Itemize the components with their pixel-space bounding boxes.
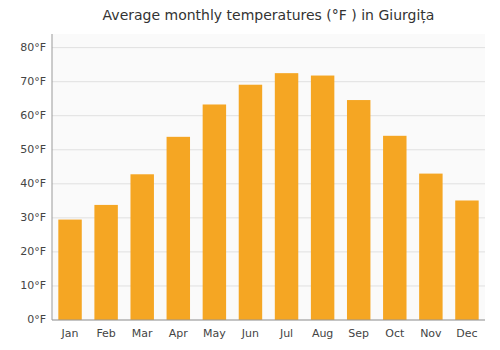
y-tick-label: 60°F (20, 109, 46, 122)
bar (311, 76, 334, 320)
bar (239, 85, 262, 320)
x-tick-label: Jun (241, 327, 259, 340)
grid-line (52, 47, 485, 48)
plot-background (52, 34, 485, 320)
bar (167, 137, 190, 320)
chart-container: 0°F 10°F 20°F 30°F 40°F 50°F 60°F 70°F 80°F Jan Fe… (0, 0, 500, 350)
bar (94, 205, 117, 320)
x-tick-label: Nov (420, 327, 442, 340)
x-tick-label: Aug (312, 327, 333, 340)
chart: 0°F 10°F 20°F 30°F 40°F 50°F 60°F 70°F 80°F Jan Fe… (0, 0, 500, 350)
y-tick-label: 40°F (20, 177, 46, 190)
x-tick-label: Oct (385, 327, 405, 340)
x-tick-label: Sep (348, 327, 369, 340)
bar (455, 200, 478, 320)
x-tick-label: May (203, 327, 226, 340)
x-tick-label: Dec (456, 327, 477, 340)
bar (419, 174, 442, 320)
bar (203, 104, 226, 320)
x-tick-label: Feb (96, 327, 115, 340)
y-axis-line (52, 34, 53, 320)
grid (52, 48, 485, 320)
x-tick-label: Jan (61, 327, 79, 340)
x-axis-line (52, 320, 485, 321)
bar (130, 174, 153, 320)
grid-line (52, 320, 485, 321)
title: Average monthly temperatures (°F ) in Gi… (103, 7, 435, 24)
y-tick-label: 70°F (20, 75, 46, 88)
y-tick-label: 20°F (20, 245, 46, 258)
y-tick-label: 0°F (27, 313, 46, 326)
grid-line (52, 149, 485, 150)
grid-line (52, 115, 485, 116)
y-tick-label: 50°F (20, 143, 46, 156)
page: {"chart_data": {"type": "bar", "title": … (0, 0, 500, 350)
bar (383, 136, 406, 320)
x-tick-label: Apr (169, 327, 189, 340)
x-tick-label: Mar (132, 327, 153, 340)
y-tick-label: 10°F (20, 279, 46, 292)
bars (58, 73, 478, 320)
y-tick-label: 30°F (20, 211, 46, 224)
y-tick-label: 80°F (20, 41, 46, 54)
bar (58, 220, 81, 320)
bar (275, 73, 298, 320)
x-tick-label: Jul (279, 327, 293, 340)
grid-line (52, 81, 485, 82)
bar (347, 100, 370, 320)
